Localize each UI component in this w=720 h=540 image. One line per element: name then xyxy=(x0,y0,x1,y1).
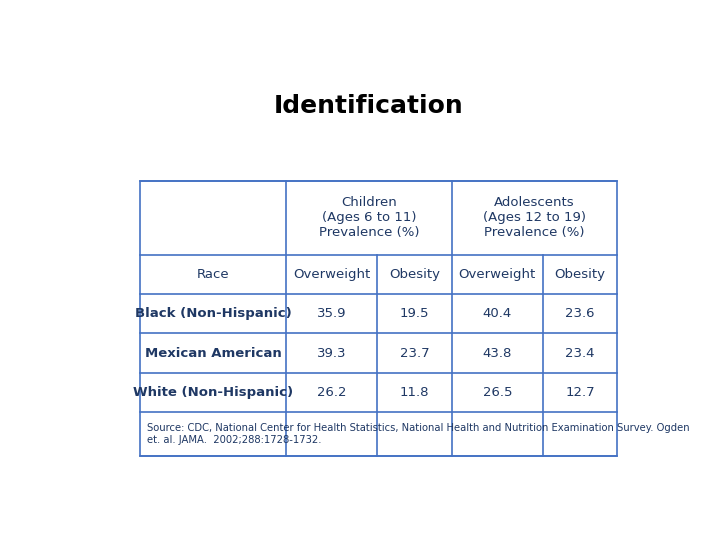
Text: Race: Race xyxy=(197,268,230,281)
Text: 23.7: 23.7 xyxy=(400,347,429,360)
Text: White (Non-Hispanic): White (Non-Hispanic) xyxy=(133,386,293,399)
Text: 26.5: 26.5 xyxy=(482,386,512,399)
Text: 35.9: 35.9 xyxy=(317,307,346,320)
Text: 23.6: 23.6 xyxy=(565,307,595,320)
Text: 12.7: 12.7 xyxy=(565,386,595,399)
Text: 11.8: 11.8 xyxy=(400,386,429,399)
Text: Adolescents
(Ages 12 to 19)
Prevalence (%): Adolescents (Ages 12 to 19) Prevalence (… xyxy=(483,197,586,239)
Text: 26.2: 26.2 xyxy=(317,386,346,399)
Text: Source: CDC, National Center for Health Statistics, National Health and Nutritio: Source: CDC, National Center for Health … xyxy=(147,423,690,445)
Text: Overweight: Overweight xyxy=(459,268,536,281)
Text: 23.4: 23.4 xyxy=(565,347,595,360)
Text: Black (Non-Hispanic): Black (Non-Hispanic) xyxy=(135,307,292,320)
Text: 39.3: 39.3 xyxy=(317,347,346,360)
Text: Children
(Ages 6 to 11)
Prevalence (%): Children (Ages 6 to 11) Prevalence (%) xyxy=(319,197,419,239)
Text: 43.8: 43.8 xyxy=(482,347,512,360)
Text: 19.5: 19.5 xyxy=(400,307,429,320)
Text: 40.4: 40.4 xyxy=(482,307,512,320)
Text: Obesity: Obesity xyxy=(554,268,606,281)
Text: Obesity: Obesity xyxy=(389,268,440,281)
Text: Mexican American: Mexican American xyxy=(145,347,282,360)
Text: Identification: Identification xyxy=(274,94,464,118)
Text: Overweight: Overweight xyxy=(293,268,371,281)
